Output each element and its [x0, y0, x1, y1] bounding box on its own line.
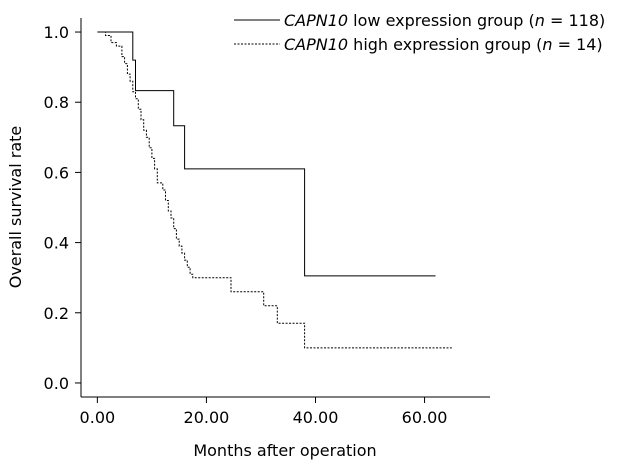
legend: CAPN10 low expression group (n = 118) CA… [234, 11, 605, 54]
legend-gene-low: CAPN10 [284, 11, 348, 30]
y-tick-label: 0.0 [44, 374, 69, 393]
x-tick-label: 40.00 [293, 408, 339, 427]
y-tick-label: 1.0 [44, 23, 69, 42]
survival-curve-low [97, 31, 436, 277]
legend-label-high: CAPN10 high expression group (n = 14) [284, 35, 603, 54]
legend-gene-high: CAPN10 [284, 35, 348, 54]
series-layer [97, 31, 452, 349]
y-tick-label: 0.2 [44, 304, 69, 323]
legend-n-high: n [542, 35, 552, 54]
x-axis-ticks: 0.00 20.00 40.00 60.00 [80, 397, 448, 427]
plot-area: 0.00 20.00 40.00 60.00 0.0 0.2 0.4 0.6 0.8 1.0 [44, 18, 490, 427]
y-axis-ticks: 0.0 0.2 0.4 0.6 0.8 1.0 [44, 23, 81, 393]
legend-text-high-b: = 14) [552, 35, 602, 54]
legend-text-high-a: high expression group ( [348, 35, 542, 54]
x-tick-label: 60.00 [402, 408, 448, 427]
legend-text-low-b: = 118) [545, 11, 605, 30]
x-tick-label: 0.00 [80, 408, 116, 427]
legend-item-low: CAPN10 low expression group (n = 118) [234, 11, 605, 30]
y-axis-title: Overall survival rate [6, 126, 25, 289]
legend-item-high: CAPN10 high expression group (n = 14) [234, 35, 603, 54]
legend-n-low: n [535, 11, 545, 30]
legend-text-low-a: low expression group ( [348, 11, 535, 30]
y-tick-label: 0.6 [44, 163, 69, 182]
survival-curve-high [97, 31, 452, 349]
y-tick-label: 0.4 [44, 234, 69, 253]
x-axis-title: Months after operation [193, 441, 376, 460]
legend-label-low: CAPN10 low expression group (n = 118) [284, 11, 605, 30]
x-tick-label: 20.00 [184, 408, 230, 427]
y-tick-label: 0.8 [44, 93, 69, 112]
